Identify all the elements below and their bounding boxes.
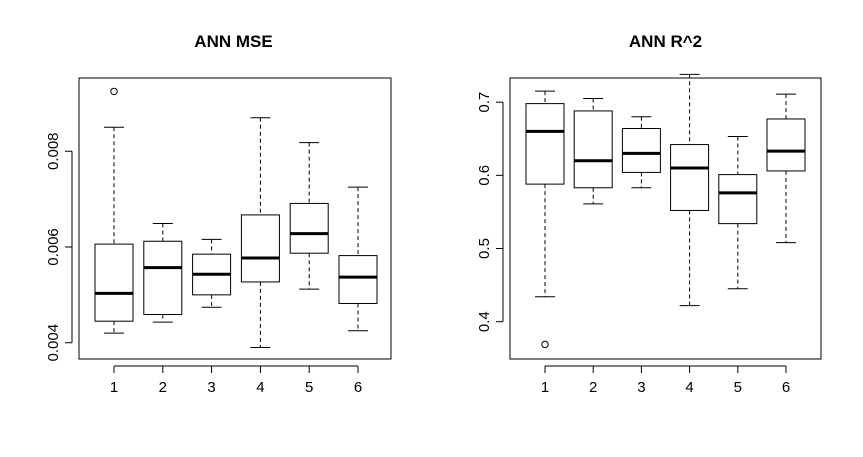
r2-box-6 [766, 93, 806, 244]
mse-box-2 [143, 223, 183, 323]
mse-plot-frame [78, 77, 392, 360]
r2-box-4 [670, 73, 710, 307]
r2-iqr-box [766, 118, 806, 172]
mse-iqr-box [289, 202, 329, 254]
r2-box-3 [621, 116, 661, 189]
mse-box-6 [338, 186, 378, 332]
mse-x-tick-label: 2 [159, 379, 167, 396]
mse-x-tick-label: 5 [305, 379, 313, 396]
mse-y-tick-label: 0.008 [45, 132, 62, 170]
r2-chart-title: ANN R^2 [629, 32, 702, 51]
r2-iqr-box [573, 110, 613, 189]
r2-y-tick-label: 0.6 [476, 165, 493, 186]
r2-x-tick-label: 5 [734, 379, 742, 396]
r2-y-tick-label: 0.4 [476, 311, 493, 332]
r2-iqr-box [525, 103, 565, 185]
r2-y-tick-label: 0.7 [476, 92, 493, 113]
mse-iqr-box [240, 214, 280, 283]
r2-x-tick-label: 6 [782, 379, 790, 396]
mse-outlier-point [110, 87, 118, 96]
r2-x-tick-label: 1 [541, 379, 549, 396]
mse-x-tick-label: 1 [110, 379, 118, 396]
mse-box-4 [240, 117, 280, 349]
r2-iqr-box [718, 174, 758, 225]
r2-iqr-box [621, 127, 661, 173]
mse-chart-title: ANN MSE [194, 32, 272, 51]
mse-box-1 [94, 87, 134, 334]
r2-outlier-point [541, 340, 549, 349]
mse-box-3 [192, 238, 232, 308]
r2-x-tick-label: 4 [685, 379, 693, 396]
mse-x-tick-label: 6 [354, 379, 362, 396]
r2-boxplot-panel: ANN R^2 0.4 0.5 0.6 0.7 1 2 3 4 5 6 [476, 32, 822, 396]
r2-box-5 [718, 136, 758, 290]
mse-x-tick-label: 4 [256, 379, 264, 396]
r2-iqr-box [670, 144, 710, 211]
mse-iqr-box [94, 243, 134, 322]
mse-boxplot-panel: ANN MSE 0.004 0.006 0.008 1 2 3 4 5 6 [45, 32, 392, 396]
r2-x-tick-label: 2 [589, 379, 597, 396]
mse-iqr-box [143, 240, 183, 315]
r2-plot-frame [509, 77, 822, 360]
mse-box-5 [289, 142, 329, 290]
mse-y-tick-label: 0.006 [45, 228, 62, 266]
r2-x-tick-label: 3 [637, 379, 645, 396]
r2-y-tick-label: 0.5 [476, 238, 493, 259]
mse-iqr-box [338, 255, 378, 304]
r2-box-2 [573, 97, 613, 205]
mse-x-tick-label: 3 [207, 379, 215, 396]
r2-box-1 [525, 90, 565, 349]
mse-y-tick-label: 0.004 [45, 324, 62, 362]
